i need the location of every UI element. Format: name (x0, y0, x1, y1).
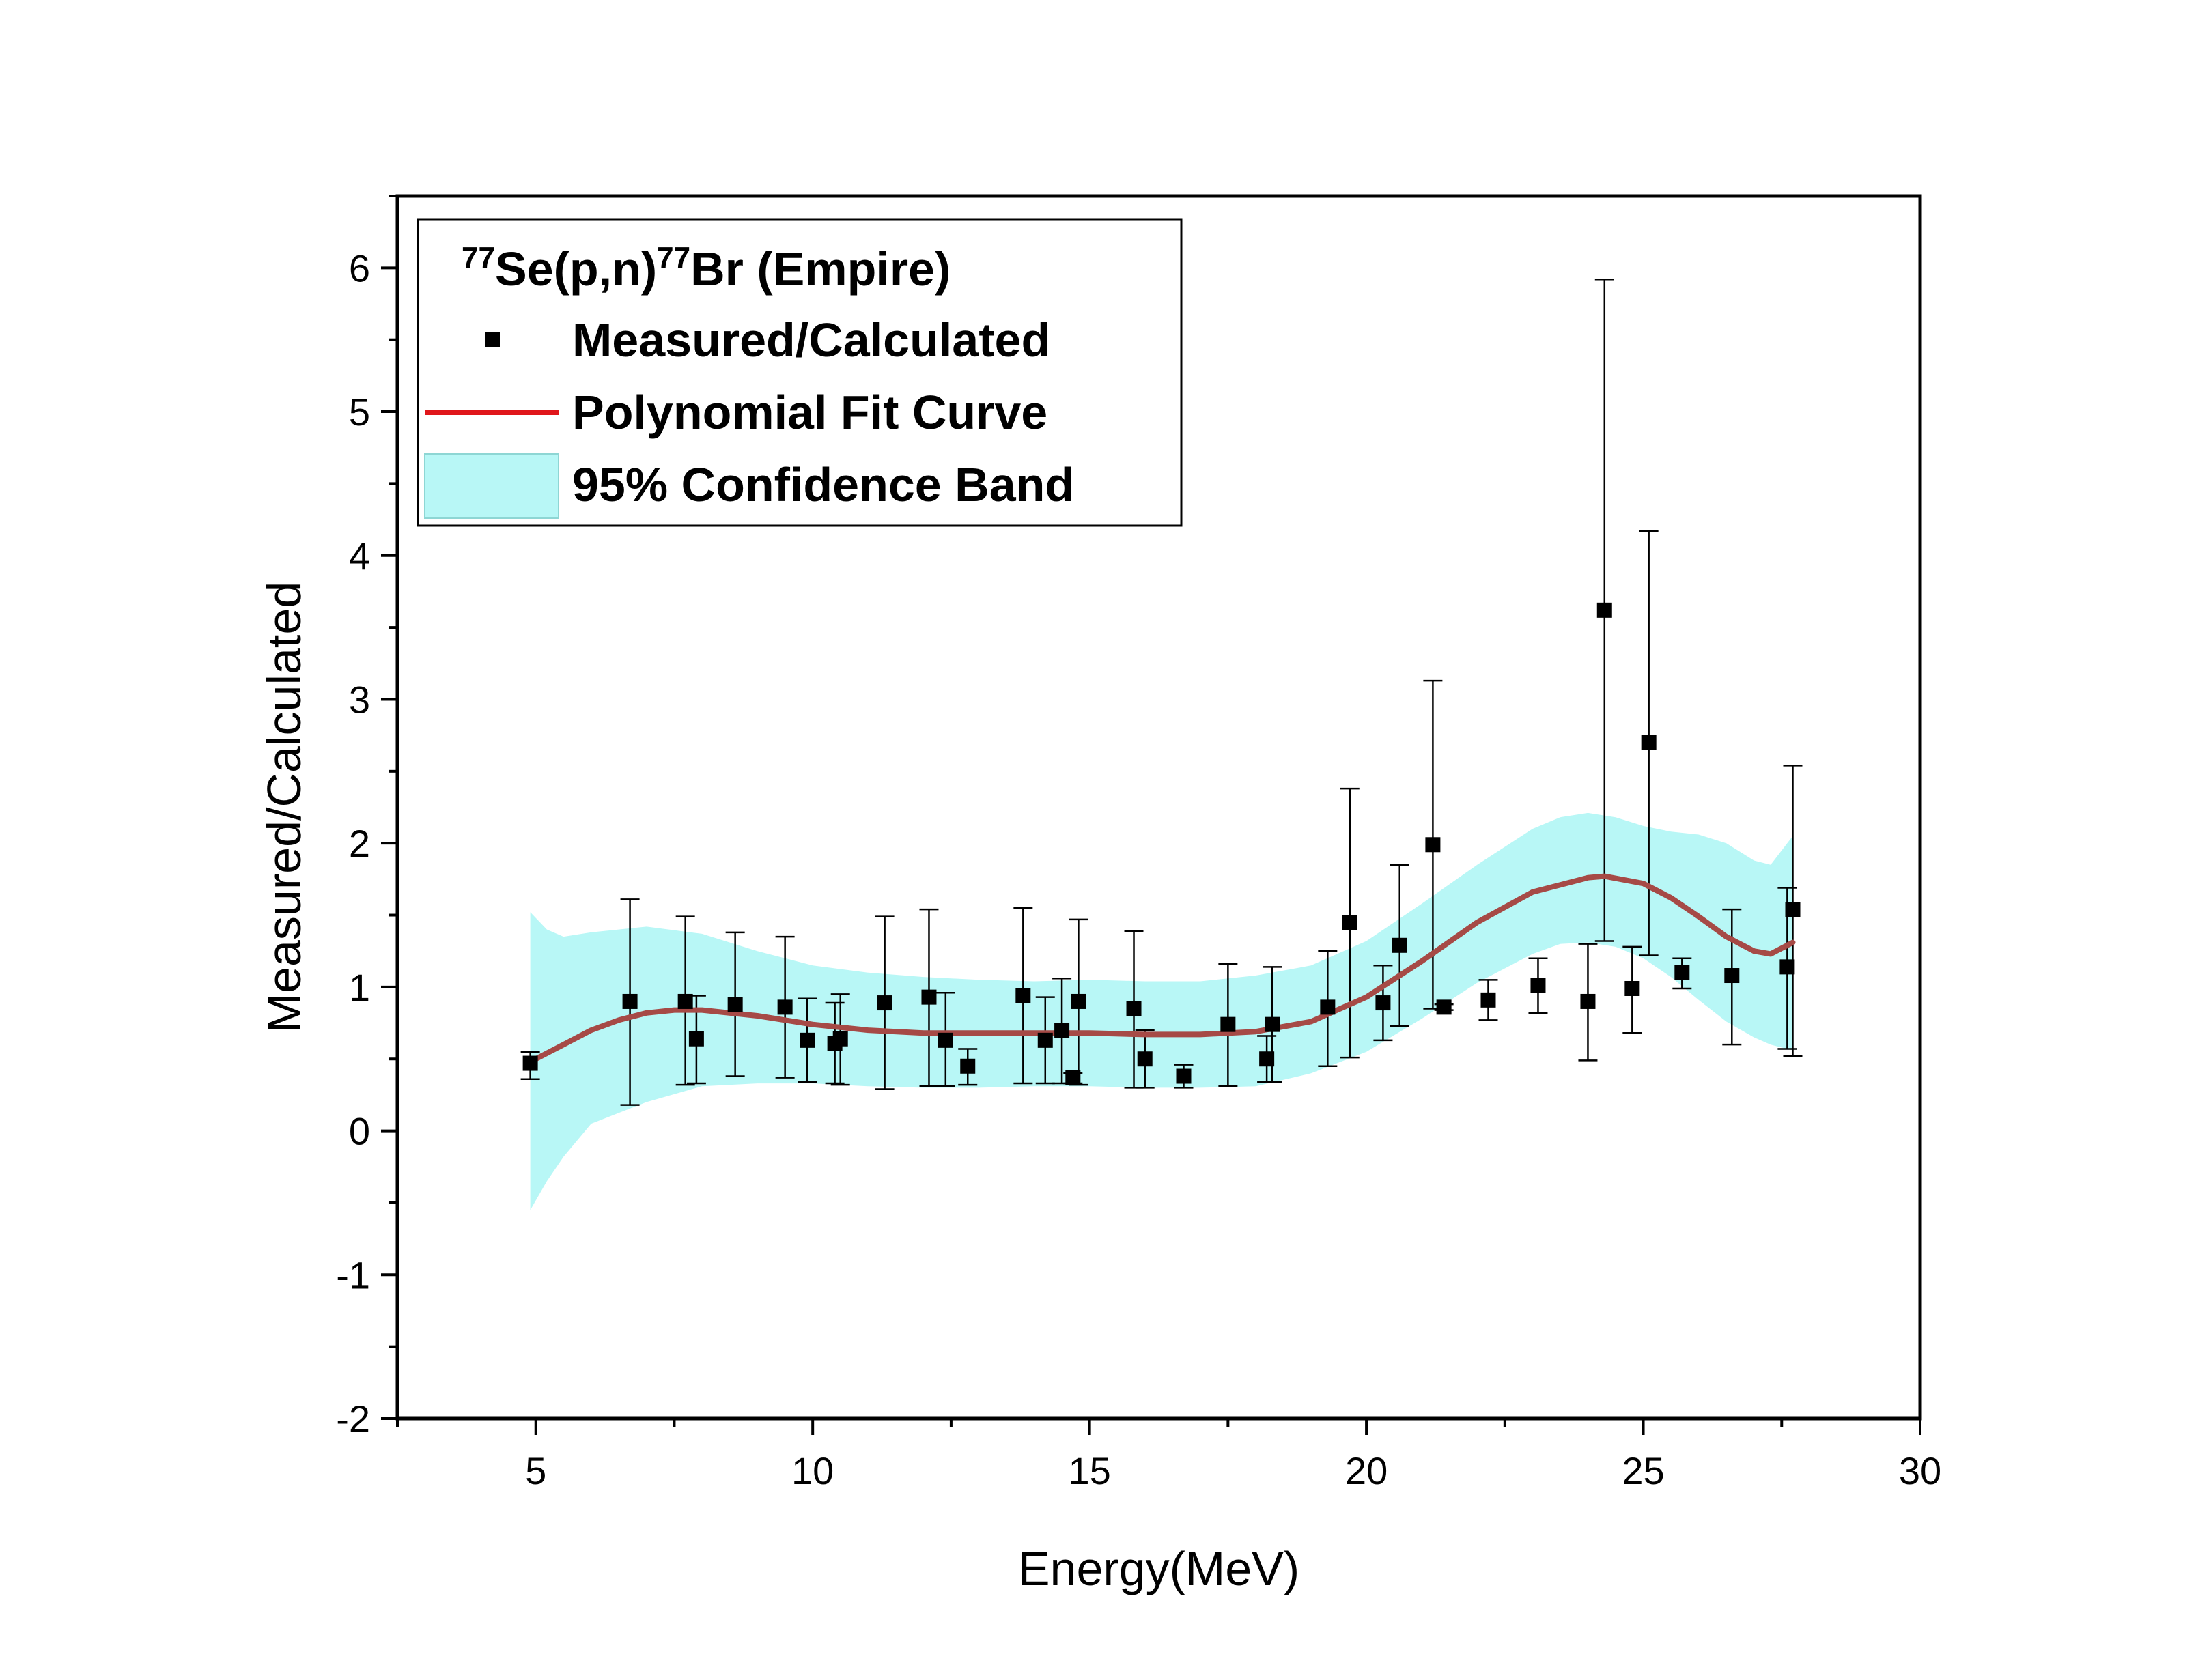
confidence-band-layer (530, 812, 1793, 1210)
data-point (1580, 993, 1596, 1009)
data-point-layer (522, 602, 1801, 1085)
y-tick-label: 2 (349, 822, 370, 865)
axis-ticks: 5 10 15 20 25 30 -2 -1 0 1 2 3 4 5 6 (336, 195, 1941, 1492)
data-point (1176, 1068, 1192, 1084)
data-point (1259, 1051, 1275, 1067)
y-tick-label: 5 (349, 390, 370, 433)
y-tick-label: -1 (336, 1253, 370, 1296)
legend-label-points: Measured/Calculated (572, 313, 1050, 367)
data-point (1220, 1016, 1236, 1032)
y-tick-label: 4 (349, 535, 370, 578)
legend-title-superscript-2: 77 (657, 241, 690, 274)
data-point (1392, 937, 1407, 953)
data-point (1425, 837, 1441, 853)
data-point (1724, 968, 1740, 984)
data-point (1126, 1001, 1142, 1016)
x-tick-label: 25 (1622, 1449, 1664, 1492)
y-tick-label: 6 (349, 246, 370, 289)
data-point (1480, 992, 1496, 1008)
legend-title-reaction: Se(p,n) (495, 242, 657, 296)
data-point (877, 995, 892, 1011)
data-point (1137, 1051, 1153, 1067)
data-point (1674, 965, 1690, 980)
fit-line (527, 873, 1796, 1065)
data-point (522, 1055, 538, 1071)
data-point (1530, 978, 1546, 993)
data-point (938, 1032, 953, 1048)
data-point (1436, 999, 1452, 1015)
data-point (622, 993, 638, 1009)
data-point (727, 997, 743, 1012)
legend-points-marker (485, 332, 500, 347)
legend-title-superscript-1: 77 (462, 241, 495, 274)
data-point (1375, 995, 1391, 1011)
y-tick-label: 3 (349, 678, 370, 721)
data-point (1065, 1070, 1081, 1085)
x-tick-label: 5 (525, 1449, 546, 1492)
legend: 77Se(p,n)77Br (Empire) Measured/Calculat… (417, 218, 1183, 527)
legend-title-product: Br (Empire) (690, 242, 951, 296)
confidence-band (530, 812, 1793, 1210)
y-tick-label: -2 (336, 1397, 370, 1440)
x-tick-label: 30 (1899, 1449, 1941, 1492)
data-point (1779, 959, 1795, 975)
data-point (1320, 999, 1336, 1015)
legend-title: 77Se(p,n)77Br (Empire) (462, 241, 951, 296)
data-point (1624, 980, 1640, 996)
data-point (688, 1031, 704, 1047)
data-point (1054, 1023, 1070, 1038)
data-point (1037, 1032, 1053, 1048)
data-point (677, 993, 693, 1009)
y-tick-label: 0 (349, 1110, 370, 1153)
data-point (1342, 915, 1357, 930)
data-point (1265, 1016, 1280, 1032)
plot-frame (395, 194, 1922, 1421)
data-point (777, 999, 793, 1015)
data-point (1596, 602, 1612, 618)
legend-band-marker (424, 453, 559, 519)
data-point (832, 1031, 848, 1047)
legend-label-fit: Polynomial Fit Curve (572, 386, 1047, 439)
fit-line-layer (527, 873, 1796, 1065)
data-point (960, 1058, 976, 1074)
x-axis-title: Energy(MeV) (1018, 1542, 1299, 1595)
data-point (1015, 988, 1031, 1003)
x-tick-label: 15 (1068, 1449, 1110, 1492)
data-point (921, 989, 937, 1005)
data-point (1785, 902, 1801, 917)
y-axis-title: Measured/Calculated (257, 582, 311, 1033)
data-point (1641, 735, 1657, 750)
data-point (800, 1032, 815, 1048)
x-tick-label: 20 (1345, 1449, 1388, 1492)
data-point (1071, 993, 1086, 1009)
x-tick-label: 10 (791, 1449, 834, 1492)
y-tick-label: 1 (349, 966, 370, 1009)
legend-label-band: 95% Confidence Band (572, 458, 1074, 511)
